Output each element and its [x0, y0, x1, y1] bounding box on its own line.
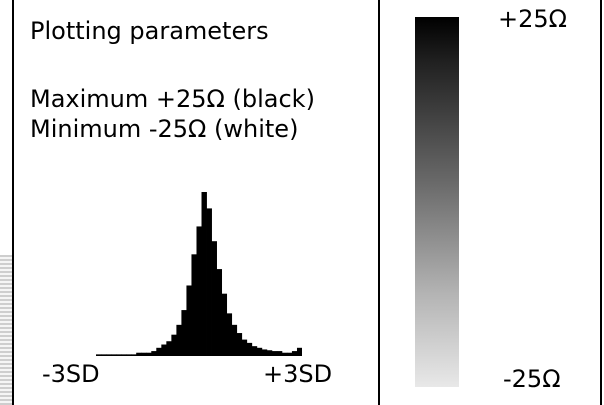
colorbar-max-label: +25Ω	[498, 5, 567, 33]
histogram-bar	[131, 354, 137, 356]
left-border	[12, 0, 14, 405]
histogram-bar	[101, 354, 107, 356]
histogram-bar	[286, 352, 293, 356]
panel-divider	[378, 0, 380, 405]
histogram-bar	[251, 346, 258, 356]
histogram-bar	[171, 334, 177, 356]
histogram-bar	[281, 352, 288, 356]
scan-edge-smudge	[0, 255, 12, 405]
distribution-histogram	[96, 192, 302, 356]
histogram-bar	[256, 347, 263, 356]
histogram-axis-max-label: +3SD	[263, 360, 333, 388]
histogram-bar	[126, 354, 132, 356]
histogram-bar	[146, 352, 152, 356]
histogram-bar	[261, 349, 268, 356]
histogram-bar	[121, 354, 127, 356]
histogram-bar	[206, 208, 212, 356]
histogram-bar	[106, 354, 112, 356]
histogram-bar	[166, 341, 172, 356]
histogram-bar	[176, 324, 182, 356]
histogram-bar	[196, 226, 202, 356]
histogram-bar	[211, 241, 217, 356]
histogram-bar	[221, 293, 228, 356]
histogram-bar	[111, 354, 117, 356]
histogram-bar	[161, 344, 167, 356]
histogram-bar	[271, 351, 278, 356]
histogram-bar	[246, 342, 253, 356]
maximum-setting: Maximum +25Ω (black)	[30, 85, 315, 113]
histogram-bar	[231, 324, 238, 356]
histogram-bar	[296, 347, 302, 356]
histogram-bar	[156, 347, 162, 356]
histogram-bar	[236, 333, 243, 356]
histogram-bar	[151, 351, 157, 356]
panel-title: Plotting parameters	[30, 17, 269, 45]
histogram-bar	[186, 285, 192, 356]
histogram-bar	[136, 352, 142, 356]
histogram-bar	[191, 254, 197, 356]
histogram-bar	[216, 269, 223, 356]
minimum-setting: Minimum -25Ω (white)	[30, 115, 299, 143]
histogram-bar	[116, 354, 122, 356]
histogram-axis-min-label: -3SD	[42, 360, 100, 388]
histogram-bar	[201, 192, 207, 356]
histogram-bar	[181, 310, 187, 356]
histogram-bar	[266, 350, 273, 356]
histogram-bar	[226, 313, 233, 356]
histogram-bar	[276, 351, 283, 356]
histogram-bar	[96, 354, 102, 356]
right-border	[600, 0, 602, 405]
histogram-bar	[291, 351, 298, 356]
histogram-bar	[141, 352, 147, 356]
colorbar-min-label: -25Ω	[503, 365, 561, 393]
grayscale-colorbar	[415, 17, 459, 387]
histogram-bar	[241, 339, 248, 356]
